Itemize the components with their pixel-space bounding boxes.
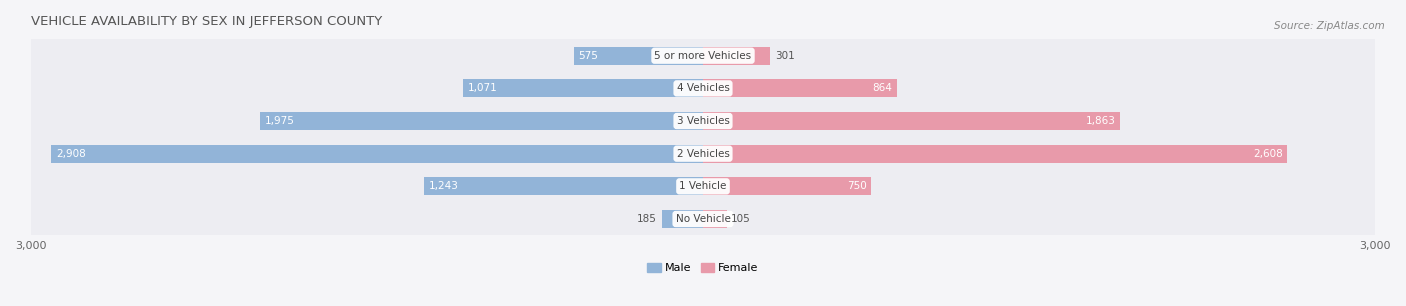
Bar xyxy=(425,177,703,195)
Text: 2,608: 2,608 xyxy=(1253,149,1282,159)
Bar xyxy=(703,47,770,65)
Legend: Male, Female: Male, Female xyxy=(643,259,763,278)
Bar xyxy=(574,47,703,65)
Text: 301: 301 xyxy=(775,51,794,61)
Bar xyxy=(31,170,1375,203)
Bar xyxy=(31,39,1375,72)
Text: 1 Vehicle: 1 Vehicle xyxy=(679,181,727,191)
Text: 3 Vehicles: 3 Vehicles xyxy=(676,116,730,126)
Bar xyxy=(31,203,1375,235)
Bar xyxy=(52,145,703,163)
Bar xyxy=(703,177,872,195)
Text: 1,975: 1,975 xyxy=(264,116,295,126)
Bar xyxy=(703,112,1121,130)
Bar xyxy=(260,112,703,130)
Bar xyxy=(31,72,1375,105)
Text: 5 or more Vehicles: 5 or more Vehicles xyxy=(654,51,752,61)
Text: 4 Vehicles: 4 Vehicles xyxy=(676,83,730,93)
Text: 750: 750 xyxy=(846,181,866,191)
Bar xyxy=(662,210,703,228)
Text: 864: 864 xyxy=(872,83,893,93)
Text: Source: ZipAtlas.com: Source: ZipAtlas.com xyxy=(1274,21,1385,32)
Bar xyxy=(703,145,1288,163)
Text: 1,071: 1,071 xyxy=(467,83,498,93)
Text: No Vehicle: No Vehicle xyxy=(675,214,731,224)
Bar xyxy=(463,79,703,97)
Text: 105: 105 xyxy=(731,214,751,224)
Text: 2,908: 2,908 xyxy=(56,149,86,159)
Text: 1,243: 1,243 xyxy=(429,181,458,191)
Bar xyxy=(31,137,1375,170)
Bar xyxy=(703,210,727,228)
Text: 1,863: 1,863 xyxy=(1085,116,1116,126)
Bar xyxy=(31,105,1375,137)
Text: 575: 575 xyxy=(579,51,599,61)
Bar xyxy=(703,79,897,97)
Text: 2 Vehicles: 2 Vehicles xyxy=(676,149,730,159)
Text: VEHICLE AVAILABILITY BY SEX IN JEFFERSON COUNTY: VEHICLE AVAILABILITY BY SEX IN JEFFERSON… xyxy=(31,15,382,28)
Text: 185: 185 xyxy=(637,214,657,224)
